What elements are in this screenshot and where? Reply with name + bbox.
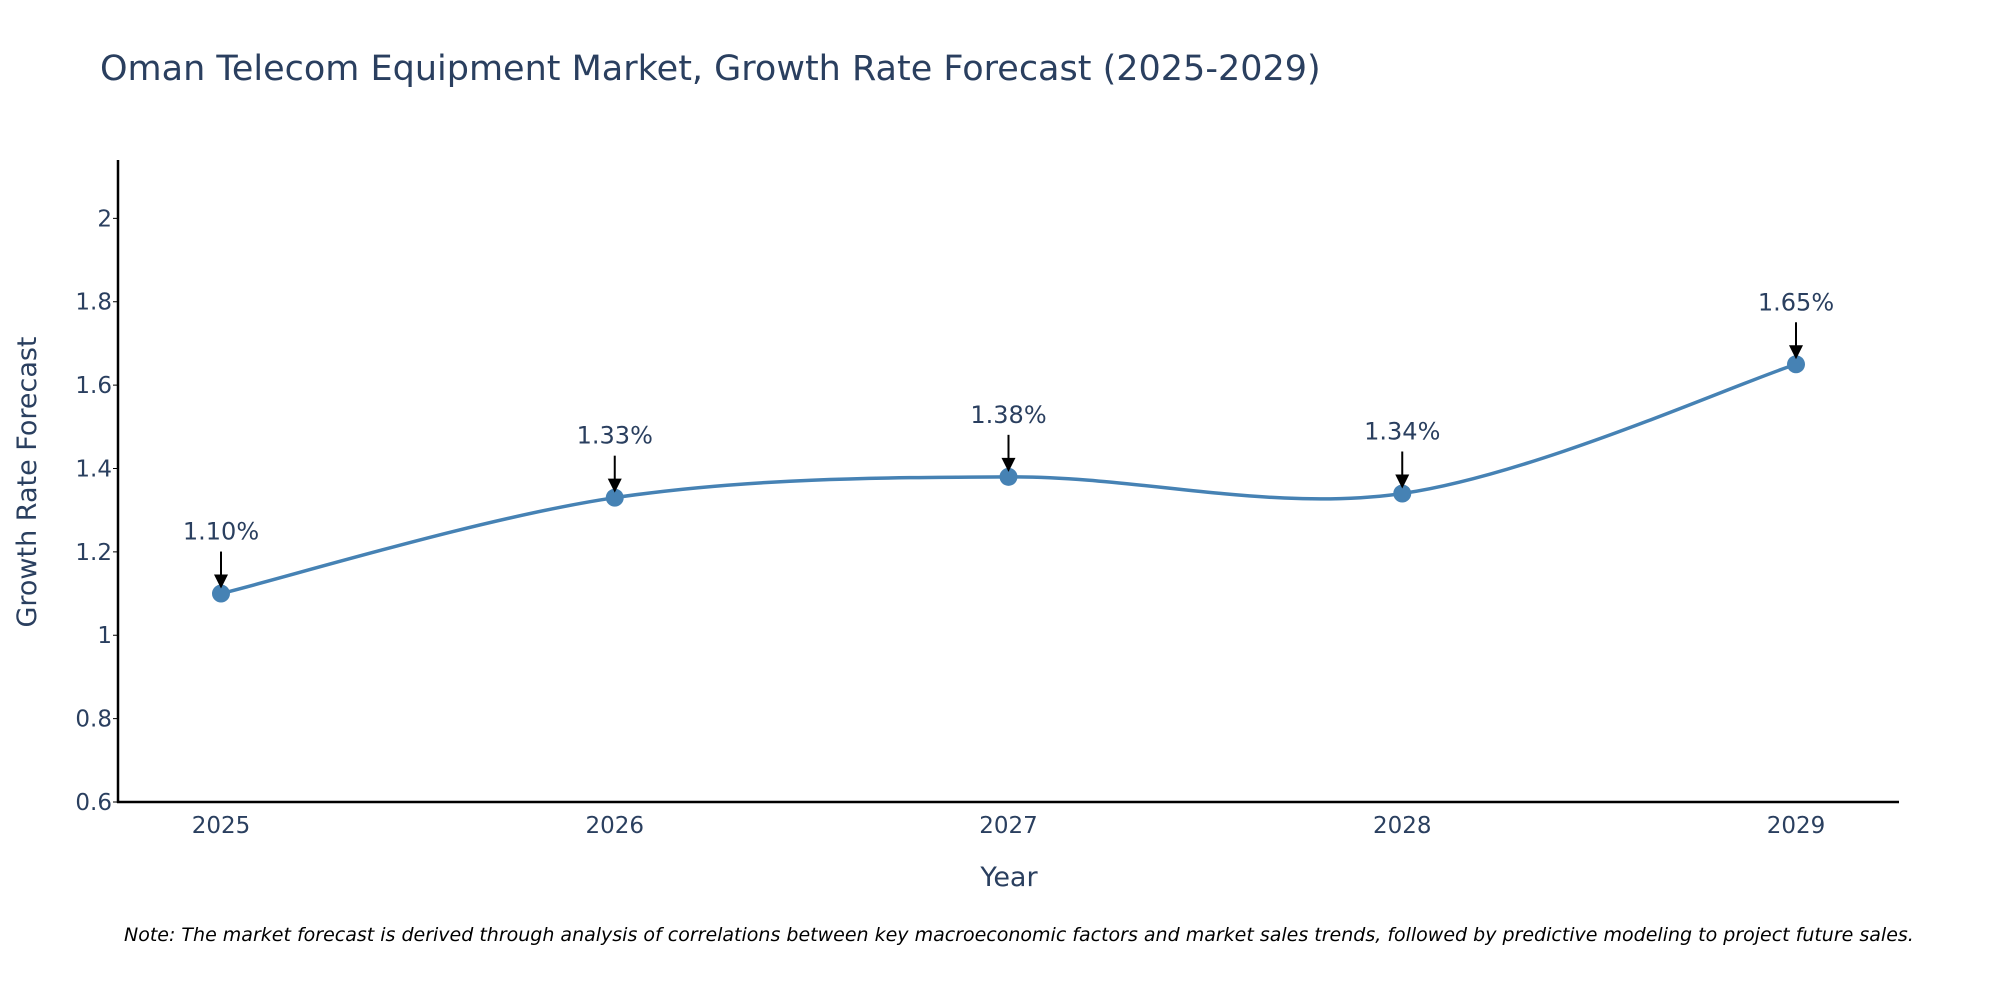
annotation-arrow-head [1395,474,1410,489]
annotation-arrow-head [607,478,622,493]
data-label-2026: 1.33% [577,422,653,450]
data-point-2027[interactable] [999,467,1018,486]
x-tick-label: 2027 [979,813,1038,839]
data-point-2028[interactable] [1393,484,1412,503]
data-point-2025[interactable] [212,584,230,603]
y-axis-ticks: 0.6 0.8 1 1.2 1.4 1.6 1.8 2 [75,206,118,816]
data-label-2028: 1.34% [1364,418,1440,446]
data-annotations: 1.10% 1.33% 1.38% 1.34% 1.65% [183,288,1834,589]
x-tick-label: 2026 [585,813,644,839]
y-tick-label: 1.6 [75,373,112,399]
y-tick-label: 1.2 [75,540,112,566]
data-label-2029: 1.65% [1758,288,1834,316]
annotation-arrow-head [1001,457,1016,472]
x-tick-label: 2025 [192,813,251,839]
y-tick-label: 0.8 [75,707,112,733]
data-point-2029[interactable] [1787,355,1805,374]
x-axis-ticks: 2025 2026 2027 2028 2029 [192,813,1826,839]
y-tick-label: 1.8 [75,290,112,316]
footnote: Note: The market forecast is derived thr… [124,924,1914,946]
y-tick-label: 1 [97,623,112,649]
data-label-2027: 1.38% [970,401,1046,429]
x-axis-title: Year [979,862,1038,893]
annotation-arrow-head [1789,345,1803,360]
annotation-arrow-head [214,574,228,589]
data-markers [212,355,1805,603]
y-axis-title: Growth Rate Forecast [12,336,43,627]
y-tick-label: 0.6 [75,790,112,816]
x-tick-label: 2028 [1373,813,1432,839]
y-tick-label: 1.4 [75,456,112,482]
x-tick-label: 2029 [1767,813,1826,839]
chart-title: Oman Telecom Equipment Market, Growth Ra… [100,49,1321,89]
data-label-2025: 1.10% [183,518,259,546]
data-point-2026[interactable] [605,488,624,507]
y-tick-label: 2 [97,206,112,232]
